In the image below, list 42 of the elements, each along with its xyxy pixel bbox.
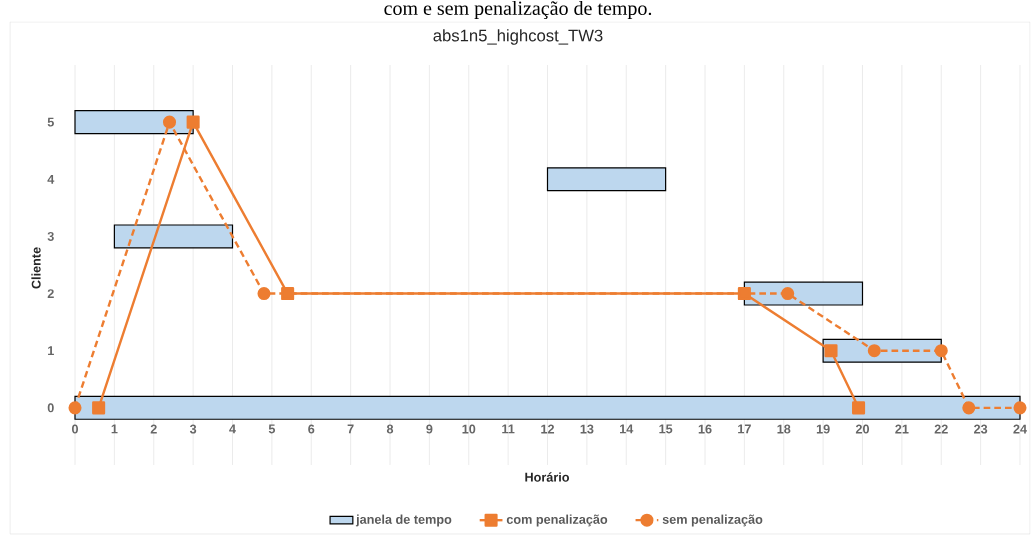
y-tick-label: 3 — [47, 231, 54, 241]
y-tick-label: 5 — [47, 117, 54, 127]
legend-label: sem penalização — [662, 514, 763, 527]
x-tick-label: 14 — [620, 424, 634, 434]
x-tick-label: 5 — [268, 424, 276, 434]
x-tick-label: 22 — [934, 424, 948, 434]
x-tick-label: 18 — [777, 424, 791, 434]
x-tick-label: 11 — [502, 424, 515, 434]
y-tick-label: 2 — [47, 289, 54, 298]
x-tick-label: 7 — [347, 424, 354, 434]
x-tick-label: 10 — [462, 424, 476, 434]
x-tick-label: 21 — [895, 424, 909, 434]
y-tick-label: 1 — [48, 346, 54, 356]
x-tick-label: 19 — [816, 424, 830, 434]
x-tick-label: 3 — [189, 424, 197, 434]
x-axis-title: Horário — [525, 472, 570, 482]
legend-label: com penalização — [506, 514, 608, 527]
bar — [74, 110, 194, 135]
x-tick-label: 0 — [71, 424, 79, 434]
x-tick-label: 9 — [426, 424, 433, 434]
x-tick-label: 8 — [386, 424, 394, 434]
x-tick-label: 1 — [111, 424, 118, 434]
y-axis-title: Cliente — [31, 247, 41, 289]
bar — [113, 224, 234, 249]
x-tick-label: 20 — [855, 424, 870, 434]
x-tick-label: 4 — [229, 424, 236, 434]
bar — [546, 167, 667, 192]
x-tick-label: 17 — [738, 424, 751, 434]
bar — [74, 395, 1021, 420]
x-tick-label: 24 — [1013, 424, 1027, 434]
legend-label: janela de tempo — [355, 514, 452, 527]
x-tick-label: 6 — [308, 424, 315, 434]
x-tick-label: 15 — [659, 424, 673, 434]
chart-title: abs1n5_highcost_TW3 — [433, 29, 603, 45]
x-tick-label: 16 — [698, 424, 712, 434]
x-tick-label: 2 — [150, 424, 157, 434]
x-tick-label: 13 — [580, 424, 594, 434]
x-tick-label: 12 — [541, 424, 555, 434]
text: com e sem penalização de tempo. — [384, 0, 652, 20]
y-tick-label: 0 — [47, 403, 54, 413]
x-tick-label: 23 — [974, 424, 988, 434]
y-tick-label: 4 — [47, 174, 55, 184]
